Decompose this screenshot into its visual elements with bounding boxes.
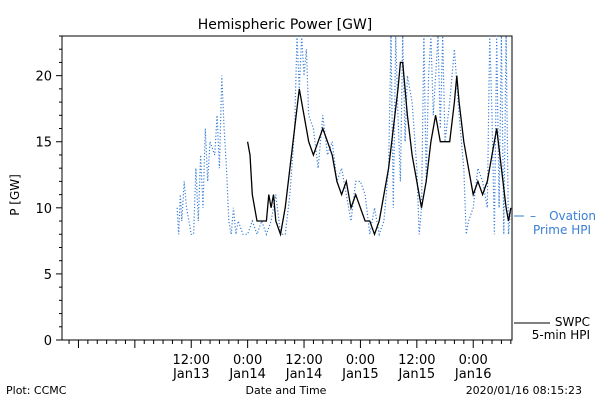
y-axis-label: P [GW] (8, 174, 22, 216)
chart-axes: 0510152012:00Jan130:00Jan1412:00Jan140:0… (35, 35, 513, 382)
x-tick-label-date: Jan13 (172, 367, 210, 382)
plot-frame (61, 35, 513, 341)
series-line (246, 61, 512, 237)
y-tick-label: 0 (44, 334, 52, 349)
footer-timestamp: 2020/01/16 08:15:23 (466, 384, 582, 397)
x-axis-label: Date and Time (246, 384, 327, 397)
x-tick-label-date: Jan15 (398, 367, 436, 382)
y-tick-label: 20 (35, 70, 52, 85)
footer-credit: Plot: CCMC (6, 384, 67, 397)
series-layer (176, 35, 512, 237)
x-tick-label-time: 0:00 (459, 353, 488, 368)
x-tick-label-time: 12:00 (285, 353, 322, 368)
x-tick-label-date: Jan15 (341, 367, 379, 382)
legend-ovation-label-2: Prime HPI (533, 223, 591, 237)
x-tick-label-time: 12:00 (398, 353, 435, 368)
x-tick-label-date: Jan14 (228, 367, 266, 382)
y-tick-label: 10 (35, 202, 52, 217)
y-tick-label: 5 (44, 268, 52, 283)
x-tick-label-date: Jan14 (285, 367, 323, 382)
y-tick-label: 15 (35, 136, 52, 151)
legend-swpc-label-1: SWPC (555, 315, 590, 329)
x-tick-label-time: 0:00 (346, 353, 375, 368)
legend-ovation-dash: – (530, 209, 536, 223)
legend-swpc-label-2: 5-min HPI (532, 328, 590, 342)
legend-ovation-label-1: Ovation (549, 209, 596, 223)
x-tick-label-time: 0:00 (233, 353, 262, 368)
x-tick-label-time: 12:00 (173, 353, 210, 368)
chart-title: Hemispheric Power [GW] (198, 17, 373, 33)
series-line (176, 35, 512, 237)
x-tick-label-date: Jan16 (454, 367, 492, 382)
